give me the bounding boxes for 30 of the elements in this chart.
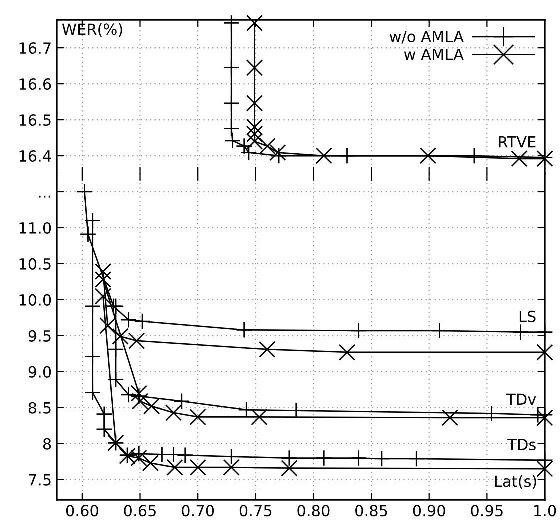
- x-axis-title: Lat(s): [495, 475, 536, 490]
- annotation: LS: [520, 310, 536, 322]
- x-tick-label: 0.90: [413, 505, 446, 517]
- legend-label: w AMLA: [404, 49, 464, 60]
- annotation: TDv: [506, 394, 536, 405]
- x-tick-label: 1.0: [534, 505, 556, 517]
- x-tick-label: 0.60: [66, 505, 98, 517]
- x-tick-label: 0.85: [356, 505, 388, 517]
- y-tick-label: 10.5: [20, 258, 51, 270]
- y-tick-label: 9.5: [28, 330, 51, 342]
- annotation: RTVE: [499, 136, 536, 148]
- x-tick-label: 0.70: [182, 505, 214, 517]
- y-tick-label: 8: [43, 438, 52, 450]
- y-tick-label: 16.6: [20, 78, 52, 90]
- y-tick-label: 16.4: [20, 150, 52, 162]
- legend-label: w/o AMLA: [390, 31, 464, 44]
- y-tick-label: ...: [39, 196, 50, 198]
- y-tick-label: 11.0: [20, 222, 52, 234]
- y-tick-label: 16.5: [20, 114, 51, 126]
- annotation: TDs: [508, 439, 536, 451]
- y-tick-label: 7.5: [29, 474, 51, 486]
- y-tick-label: 16.7: [20, 42, 51, 54]
- x-tick-label: 0.95: [471, 505, 503, 517]
- x-tick-label: 0.80: [298, 505, 330, 517]
- y-tick-label: 10.0: [20, 294, 52, 306]
- y-tick-label: 8.5: [28, 402, 51, 414]
- y-tick-label: 9.0: [28, 366, 52, 378]
- x-tick-label: 0.75: [240, 505, 272, 517]
- x-tick-label: 0.65: [124, 505, 156, 517]
- y-axis-title: WER(%): [62, 23, 122, 38]
